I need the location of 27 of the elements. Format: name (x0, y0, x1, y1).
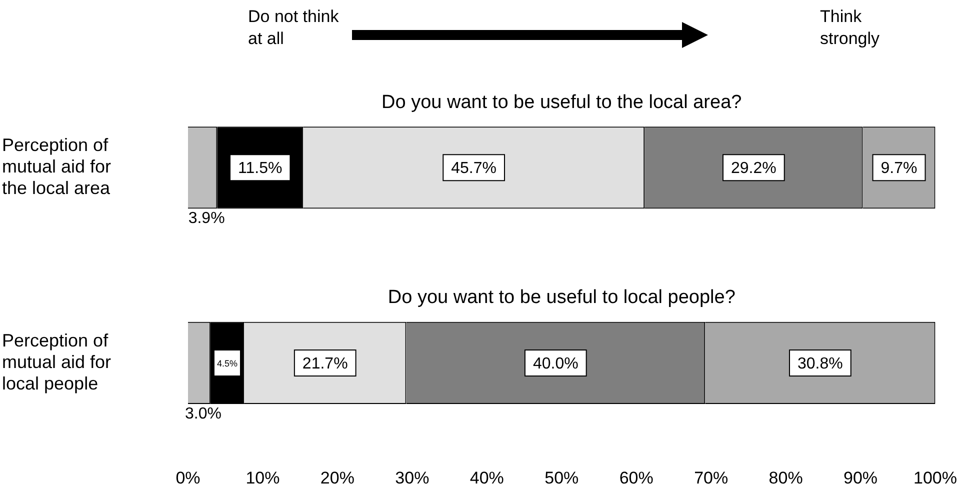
annotation: Do you want to be useful to local people? (388, 287, 736, 308)
data-label: 21.7% (302, 355, 348, 372)
y-tick-label: Perception of mutual aid for the local area (2, 135, 112, 198)
data-label: 45.7% (451, 160, 497, 178)
data-label: 40.0% (532, 355, 578, 372)
x-tick-label: 80% (768, 468, 803, 488)
data-label: 30.8% (797, 355, 843, 372)
x-tick-label: 70% (694, 468, 728, 488)
x-tick-label: 50% (544, 468, 579, 488)
x-tick-label: 90% (844, 468, 878, 488)
text: Do not think at all (248, 6, 340, 50)
x-tick-label: 20% (320, 468, 354, 488)
y-tick-label: Perception of mutual aid for local people (2, 330, 112, 394)
data-label: 4.5% (216, 358, 238, 368)
data-label: 3.0% (184, 405, 222, 422)
data-label: 11.5% (238, 160, 282, 178)
x-tick-label: 60% (619, 468, 654, 488)
x-tick-label: 0% (176, 468, 200, 488)
data-label: 3.9% (188, 210, 225, 228)
text: Think strongly (820, 6, 881, 50)
data-label: 29.2% (730, 160, 776, 178)
x-tick-label: 30% (395, 468, 430, 488)
data-label: 9.7% (880, 160, 918, 178)
x-tick-label: 40% (470, 468, 504, 488)
annotation: Do you want to be useful to the local area? (382, 92, 742, 113)
x-tick-label: 100% (914, 468, 957, 488)
x-tick-label: 10% (246, 468, 280, 488)
